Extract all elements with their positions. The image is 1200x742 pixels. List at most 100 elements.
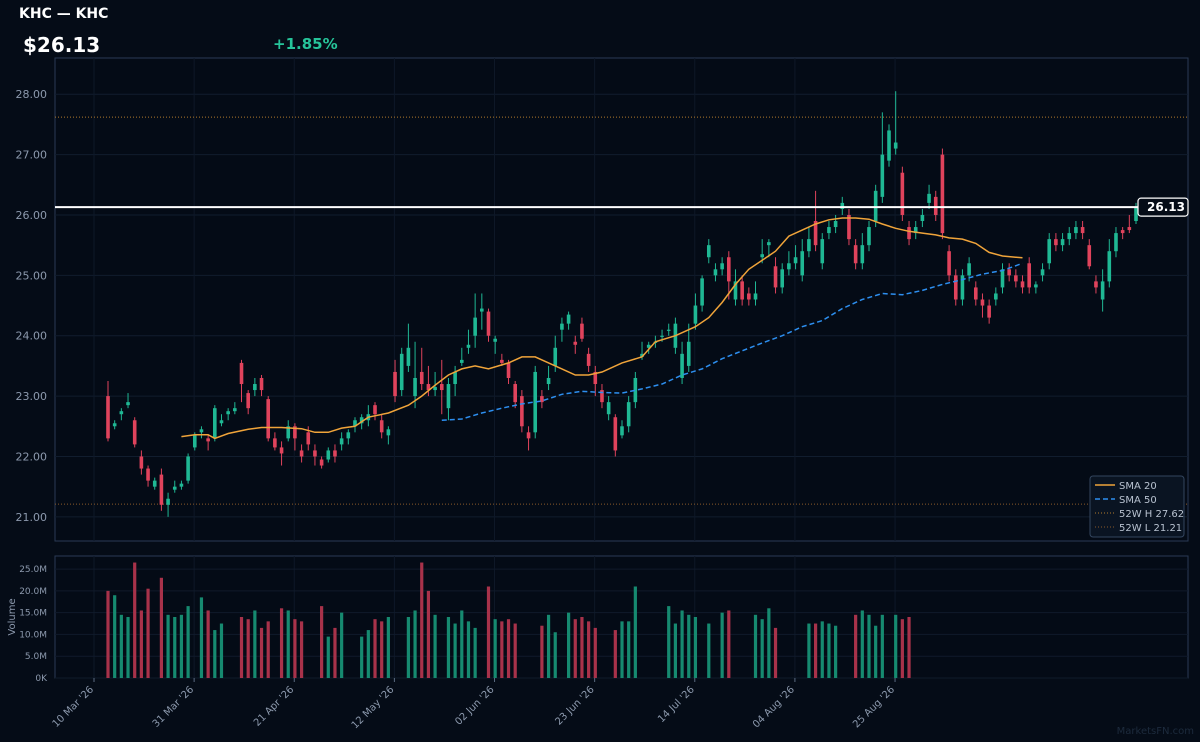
- candle-body: [259, 377, 264, 391]
- candle-body: [573, 341, 578, 345]
- candle-body: [313, 450, 317, 457]
- x-tick-label: 12 May '26: [350, 684, 397, 731]
- volume-bar: [426, 590, 431, 678]
- candle-body: [747, 293, 751, 300]
- candle-body: [633, 377, 638, 403]
- last-price-tag: [1137, 197, 1189, 217]
- candle-body: [172, 486, 177, 490]
- candle-body: [540, 396, 544, 403]
- candle-body: [433, 387, 437, 391]
- candle-body: [733, 281, 738, 300]
- volume-bar: [593, 627, 597, 678]
- candle-body: [1040, 269, 1045, 276]
- candle-body: [446, 384, 451, 409]
- y-tick-label: 27.00: [16, 149, 48, 162]
- candle-body: [600, 390, 604, 403]
- candle-body: [994, 293, 998, 300]
- volume-bar: [880, 614, 884, 678]
- candle-body: [353, 420, 357, 427]
- candle-body: [1087, 245, 1092, 267]
- candle-body: [820, 239, 825, 264]
- legend: SMA 20 SMA 50 52W H 27.62 52W L 21.21: [1089, 475, 1185, 538]
- volume-bar: [680, 610, 684, 678]
- candle-body: [833, 221, 838, 228]
- x-tick-label: 14 Jul '26: [656, 684, 697, 725]
- candle-body: [126, 402, 130, 406]
- sma20-line: [181, 217, 1023, 440]
- volume-bar: [767, 608, 771, 678]
- candle-body: [520, 396, 524, 427]
- volume-bar: [860, 610, 864, 678]
- candle-body: [987, 305, 991, 318]
- candle-body: [887, 130, 891, 161]
- volume-bar: [320, 606, 324, 678]
- x-tick-label: 21 Apr '26: [252, 684, 296, 728]
- candle-body: [1120, 230, 1125, 234]
- candle-body: [920, 214, 925, 222]
- candle-body: [386, 429, 391, 436]
- volume-bar: [813, 623, 818, 678]
- volume-bar: [126, 617, 130, 678]
- volume-bar: [546, 614, 551, 678]
- volume-bar: [573, 619, 577, 678]
- volume-bar: [446, 617, 451, 678]
- volume-bar: [119, 614, 123, 678]
- x-tick-label: 25 Aug '26: [851, 684, 897, 730]
- candle-body: [727, 257, 731, 282]
- volume-bar: [513, 623, 517, 678]
- candle-body: [273, 438, 277, 448]
- candle-body: [807, 239, 811, 252]
- candle-body: [413, 377, 417, 397]
- candle-body: [1067, 233, 1072, 240]
- candle-body: [179, 483, 184, 487]
- volume-bar: [139, 610, 143, 678]
- volume-bar: [340, 612, 344, 678]
- volume-bar: [620, 621, 624, 678]
- legend-entry: 52W L 21.21: [1119, 523, 1182, 534]
- candle-body: [399, 353, 404, 391]
- volume-bar: [707, 623, 711, 678]
- candle-body: [893, 142, 898, 149]
- y-tick-label: 28.00: [16, 88, 48, 101]
- candle-body: [1047, 239, 1052, 264]
- candle-body: [279, 447, 284, 454]
- volume-bar: [633, 586, 637, 678]
- candle-body: [940, 154, 945, 234]
- candle-body: [219, 420, 224, 424]
- volume-bar: [827, 623, 831, 678]
- volume-bar: [460, 610, 464, 678]
- volume-bar: [186, 606, 190, 678]
- candle-body: [186, 456, 190, 481]
- candle-body: [266, 399, 271, 439]
- candle-body: [299, 450, 304, 457]
- volume-bar: [246, 619, 250, 678]
- volume-bar: [773, 627, 778, 678]
- volume-bar: [366, 630, 370, 678]
- volume-bar: [386, 617, 390, 678]
- candle-body: [513, 384, 517, 403]
- candle-body: [840, 202, 845, 209]
- volume-bar: [413, 610, 417, 678]
- volume-bar: [253, 610, 257, 678]
- volume-bar: [299, 621, 304, 678]
- candle-body: [967, 263, 971, 276]
- volume-bar: [133, 562, 137, 678]
- volume-bar: [106, 590, 110, 678]
- volume-bar: [420, 562, 424, 678]
- legend-box: [1089, 475, 1185, 538]
- price-panel-frame: [54, 57, 1189, 542]
- volume-bar: [486, 586, 491, 678]
- volume-bar: [553, 632, 557, 678]
- volume-bar: [807, 623, 811, 678]
- candle-body: [800, 251, 805, 276]
- volume-bar: [146, 588, 150, 678]
- candle-body: [1054, 239, 1058, 246]
- candle-body: [1080, 227, 1085, 234]
- candle-body: [693, 305, 698, 324]
- volume-bar: [406, 617, 410, 678]
- y-tick-label: 22.00: [16, 450, 48, 463]
- candle-body: [860, 245, 865, 264]
- volume-bar: [760, 619, 764, 678]
- volume-bar: [687, 614, 691, 678]
- candle-body: [459, 359, 464, 363]
